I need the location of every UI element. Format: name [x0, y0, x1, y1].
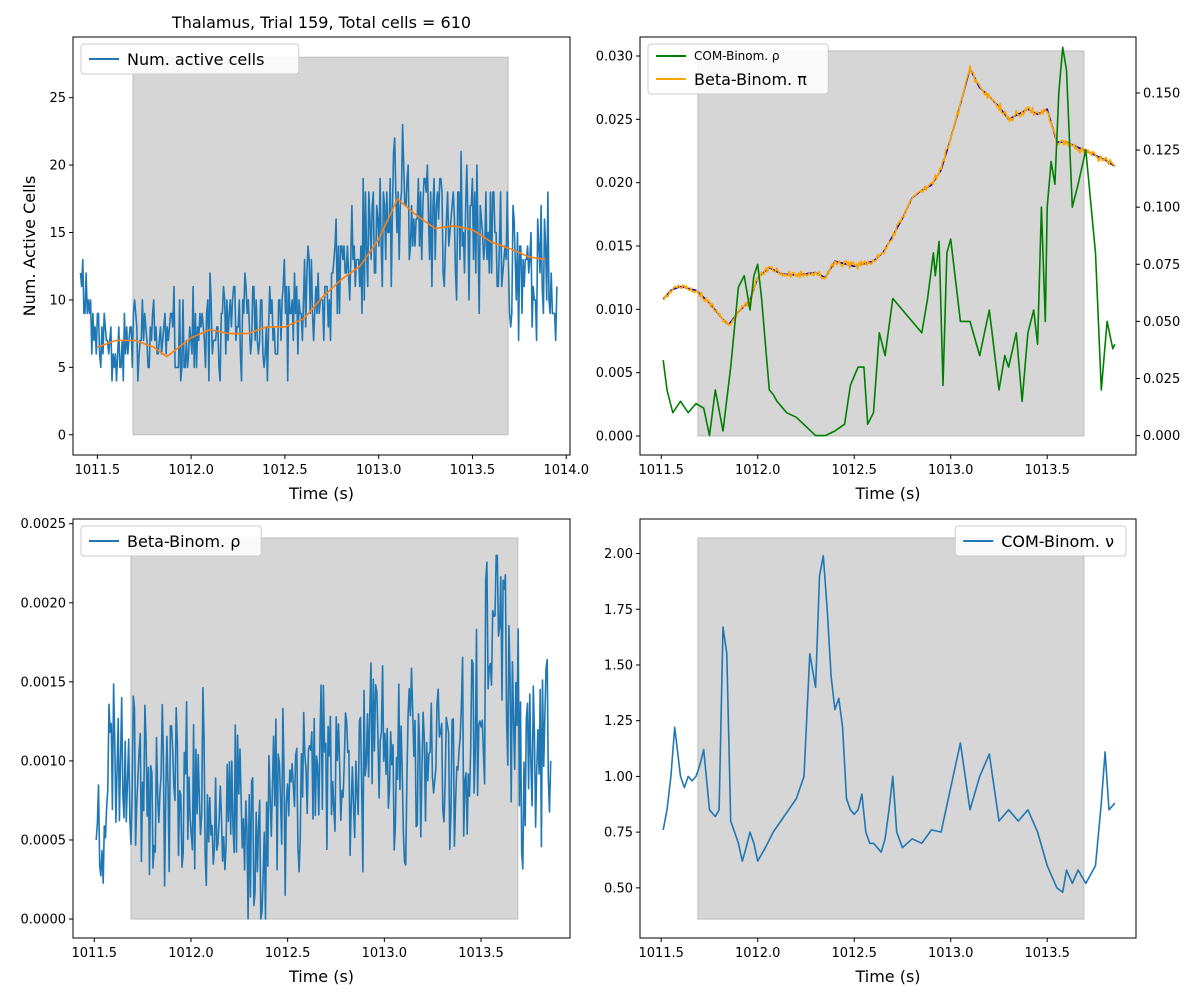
- series-group: [662, 46, 1116, 437]
- y-right-tick-label: 0.150: [1143, 86, 1180, 101]
- x-tick-label: 1013.0: [362, 946, 408, 961]
- x-tick-label: 1013.0: [356, 463, 402, 478]
- y-tick-label: 5: [58, 361, 66, 376]
- chart-title: Thalamus, Trial 159, Total cells = 610: [171, 13, 471, 32]
- x-tick-label: 1012.5: [831, 946, 877, 961]
- series-line-1: [79, 123, 558, 382]
- legend-label: Beta-Binom. ρ: [127, 532, 240, 551]
- x-axis-label: Time (s): [288, 484, 354, 503]
- legend-box: [647, 43, 829, 95]
- y-tick-label: 0.0020: [21, 596, 67, 611]
- y-tick-label: 0.030: [596, 50, 633, 65]
- series-group: [95, 554, 552, 920]
- legend-box: [80, 525, 262, 557]
- axes-frame: [72, 36, 571, 456]
- y-tick-label: 0.0000: [21, 913, 67, 928]
- legend-label: Num. active cells: [127, 50, 264, 69]
- x-tick-label: 1013.5: [1024, 463, 1070, 478]
- x-tick-label: 1011.5: [72, 946, 118, 961]
- x-tick-label: 1011.5: [638, 946, 684, 961]
- y-right-tick-label: 0.100: [1143, 201, 1180, 216]
- series-group: [79, 123, 558, 382]
- series-group: [662, 555, 1116, 894]
- legend: COM-Binom. ν: [954, 525, 1127, 557]
- axes-frame: [72, 518, 571, 939]
- x-tick-label: 1012.0: [735, 946, 781, 961]
- x-tick-label: 1012.5: [831, 463, 877, 478]
- y-tick-label: 0.000: [596, 430, 633, 445]
- y-tick-label: 0.020: [596, 176, 633, 191]
- chart-panel-2: 1011.5 1012.0 1012.5 1013.0 1013.5 0.000 0.005…: [596, 36, 1180, 503]
- x-axis-label: Time (s): [854, 967, 920, 986]
- axes-frame: [639, 518, 1137, 939]
- y-tick-label: 20: [49, 159, 66, 174]
- x-tick-label: 1013.5: [450, 463, 496, 478]
- x-tick-label: 1013.5: [1024, 946, 1070, 961]
- y-right-tick-label: 0.125: [1143, 144, 1180, 159]
- x-tick-label: 1012.0: [168, 463, 214, 478]
- chart-panel-4: 1011.5 1012.0 1012.5 1013.0 1013.5 0.50 0.75 1.…: [604, 518, 1137, 986]
- legend-box: [954, 525, 1127, 557]
- series-line-1: [662, 555, 1116, 894]
- x-axis-label: Time (s): [288, 967, 354, 986]
- x-tick-label: 1013.0: [928, 463, 974, 478]
- y-tick-label: 0.0025: [21, 517, 67, 532]
- y-tick-label: 0.005: [596, 366, 633, 381]
- y-tick-label: 0.0015: [21, 675, 67, 690]
- y-tick-label: 0.0005: [21, 833, 67, 848]
- series-line-2: [97, 198, 546, 358]
- y-tick-label: 2.00: [604, 547, 633, 562]
- y-tick-label: 25: [49, 91, 66, 106]
- legend-box: [80, 43, 300, 75]
- x-tick-label: 1014.0: [543, 463, 589, 478]
- y-tick-label: 1.50: [604, 658, 633, 673]
- legend: COM-Binom. ρ Beta-Binom. π: [647, 43, 829, 95]
- x-tick-label: 1013.5: [458, 946, 504, 961]
- chart-panel-3: 1011.5 1012.0 1012.5 1013.0 1013.5 0.0000 0.00…: [21, 517, 571, 986]
- legend-label: COM-Binom. ρ: [694, 49, 780, 63]
- x-axis-label: Time (s): [854, 484, 920, 503]
- x-tick-label: 1011.5: [638, 463, 684, 478]
- y-tick-label: 0.025: [596, 113, 633, 128]
- x-tick-label: 1013.0: [928, 946, 974, 961]
- y-tick-label: 1.75: [604, 603, 633, 618]
- x-tick-label: 1011.5: [75, 463, 121, 478]
- x-tick-label: 1012.5: [265, 946, 311, 961]
- y-tick-label: 15: [49, 226, 66, 241]
- y-tick-label: 0.0010: [21, 754, 67, 769]
- y-tick-label: 1.00: [604, 770, 633, 785]
- y-tick-label: 10: [49, 293, 66, 308]
- legend-label: COM-Binom. ν: [1001, 532, 1114, 551]
- shaded-region: [697, 537, 1085, 920]
- y-right-tick-label: 0.000: [1143, 429, 1180, 444]
- y-axis-label: Num. Active Cells: [20, 176, 39, 317]
- series-line-1: [95, 554, 552, 920]
- y-right-tick-label: 0.075: [1143, 258, 1180, 273]
- legend-label: Beta-Binom. π: [694, 70, 807, 89]
- y-tick-label: 0.010: [596, 303, 633, 318]
- chart-panel-1: 1011.5 1012.0 1012.5 1013.0 1013.5 1014.0 0 5 10…: [20, 13, 589, 503]
- series-line-3: [662, 46, 1116, 437]
- y-tick-label: 0.50: [604, 881, 633, 896]
- y-right-tick-label: 0.050: [1143, 315, 1180, 330]
- shaded-region: [132, 56, 509, 436]
- y-tick-label: 1.25: [604, 714, 633, 729]
- x-tick-label: 1012.0: [168, 946, 214, 961]
- y-tick-label: 0.015: [596, 240, 633, 255]
- x-tick-label: 1012.0: [735, 463, 781, 478]
- x-tick-label: 1012.5: [262, 463, 308, 478]
- legend: Num. active cells: [80, 43, 300, 75]
- y-tick-label: 0: [58, 428, 66, 443]
- y-tick-label: 0.75: [604, 826, 633, 841]
- series-line-2: [662, 65, 1116, 327]
- legend: Beta-Binom. ρ: [80, 525, 262, 557]
- y-right-tick-label: 0.025: [1143, 372, 1180, 387]
